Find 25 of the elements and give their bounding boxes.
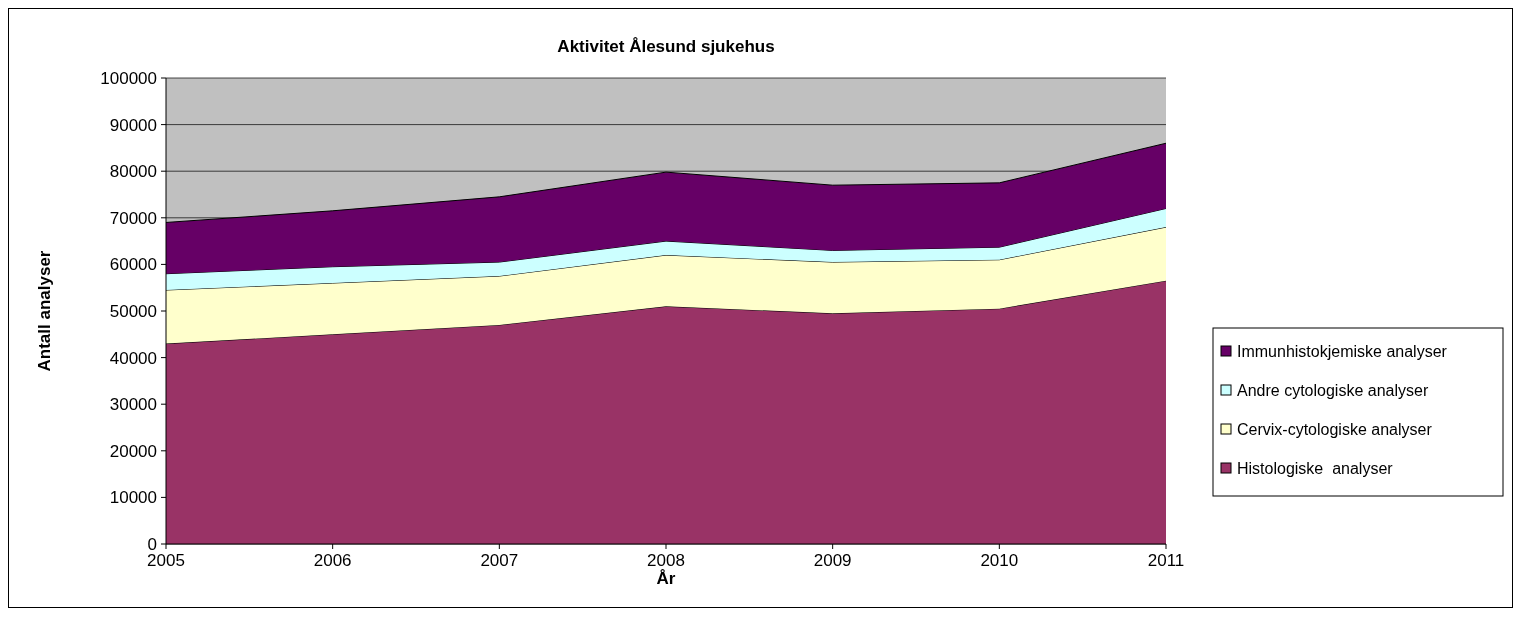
y-tick-label: 90000: [109, 115, 157, 135]
x-tick-label: 2007: [480, 551, 519, 570]
x-tick-label: 2005: [147, 551, 185, 570]
x-tick-label: 2006: [313, 551, 352, 570]
y-tick-label: 60000: [109, 255, 157, 275]
x-axis-title: År: [656, 569, 676, 588]
y-axis-title: Antall analyser: [35, 250, 54, 372]
legend-label: Cervix-cytologiske analyser: [1237, 420, 1433, 438]
y-tick-label: 70000: [109, 208, 157, 228]
y-tick-label: 30000: [109, 395, 157, 415]
x-tick-label: 2011: [1147, 551, 1185, 570]
y-tick-label: 40000: [109, 348, 157, 368]
legend-label: Histologiske analyser: [1237, 459, 1394, 477]
y-tick-label: 20000: [109, 441, 157, 461]
y-tick-label: 0: [147, 534, 157, 554]
y-tick-label: 80000: [109, 162, 157, 182]
y-tick-label: 10000: [109, 488, 157, 508]
x-tick-label: 2010: [980, 551, 1019, 570]
x-tick-label: 2009: [813, 551, 852, 570]
legend-label: Andre cytologiske analyser: [1237, 381, 1429, 399]
x-tick-label: 2008: [647, 551, 685, 570]
y-tick-label: 50000: [109, 301, 157, 321]
y-tick-label: 100000: [100, 68, 157, 88]
chart-title: Aktivitet Ålesund sjukehus: [557, 37, 775, 56]
legend-label: Immunhistokjemiske analyser: [1237, 342, 1448, 360]
